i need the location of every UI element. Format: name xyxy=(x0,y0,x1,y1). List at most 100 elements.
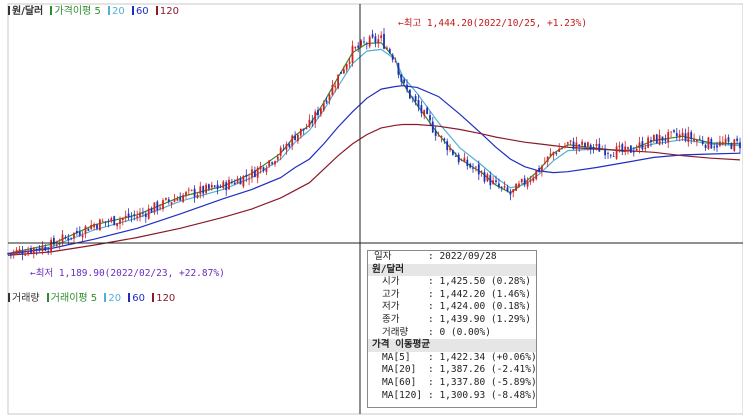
candle xyxy=(139,208,141,222)
candle-body xyxy=(739,142,741,149)
candle-body xyxy=(228,179,230,190)
candle-body xyxy=(256,167,259,178)
candle xyxy=(724,134,727,147)
candle xyxy=(707,136,710,150)
volume-ma-60: 60 xyxy=(132,293,146,304)
candle xyxy=(414,94,417,106)
candle-body xyxy=(30,248,32,253)
candle-body xyxy=(354,47,357,49)
candle xyxy=(736,135,738,144)
candle-body xyxy=(417,100,420,107)
candle-body xyxy=(638,142,641,148)
candle xyxy=(343,65,345,75)
candle xyxy=(176,196,179,201)
low-annotation: ←최저 1,189.90(2022/02/23, +22.87%) xyxy=(30,268,225,279)
candle xyxy=(426,106,428,115)
candle xyxy=(446,138,449,156)
candle xyxy=(400,74,403,86)
candle-body xyxy=(325,100,328,103)
candle xyxy=(196,192,199,199)
candle-body xyxy=(564,145,566,148)
candle xyxy=(506,184,509,193)
candle-body xyxy=(483,172,486,182)
candle xyxy=(331,80,334,96)
candle-body xyxy=(710,139,713,149)
price-ma-60: 60 xyxy=(135,6,149,17)
candle-body xyxy=(294,135,296,141)
candle-body xyxy=(690,132,693,140)
candle-body xyxy=(523,178,526,185)
candle-body xyxy=(331,84,334,96)
candle-body xyxy=(503,186,506,188)
candle-body xyxy=(716,145,718,148)
candle-body xyxy=(190,189,193,191)
candle xyxy=(739,137,741,154)
candle-body xyxy=(121,218,124,221)
candle xyxy=(156,200,159,215)
candle-body xyxy=(452,150,454,155)
candle-body xyxy=(357,45,360,48)
candle-body xyxy=(162,200,164,210)
candle xyxy=(383,28,385,50)
candle xyxy=(733,138,736,152)
candle-body xyxy=(58,243,61,245)
candle xyxy=(552,151,555,161)
candle-body xyxy=(543,162,546,164)
candle xyxy=(575,136,578,155)
candle-body xyxy=(90,225,93,230)
candle-body xyxy=(199,186,202,195)
candle xyxy=(259,161,262,174)
candle xyxy=(15,247,18,255)
candle xyxy=(693,133,695,143)
candle xyxy=(365,41,368,50)
candle xyxy=(268,159,271,168)
candle xyxy=(509,189,512,201)
candle xyxy=(472,163,474,173)
candle xyxy=(374,33,377,48)
candle-body xyxy=(239,178,242,185)
candle xyxy=(386,45,388,50)
candle-body xyxy=(587,142,589,147)
candle-body xyxy=(196,194,199,198)
candle-body xyxy=(245,174,248,177)
candle xyxy=(199,181,202,199)
candle xyxy=(566,141,569,148)
candle xyxy=(254,166,256,178)
candle xyxy=(730,142,733,150)
candle xyxy=(701,136,704,146)
candle-body xyxy=(136,216,139,218)
candle-body xyxy=(127,213,130,218)
candle-body xyxy=(558,148,561,152)
candle xyxy=(564,142,566,149)
candle xyxy=(624,140,627,156)
candle-body xyxy=(414,96,417,102)
candle-body xyxy=(641,141,644,150)
candle xyxy=(159,204,161,211)
candle xyxy=(569,140,572,146)
candle xyxy=(675,127,678,141)
candle xyxy=(314,109,317,129)
candle-body xyxy=(236,178,239,184)
candle-body xyxy=(598,143,601,152)
candle xyxy=(658,129,661,146)
candle-body xyxy=(208,184,210,189)
candle-body xyxy=(173,199,176,202)
candle-body xyxy=(348,61,351,64)
candle xyxy=(288,141,291,149)
candle-body xyxy=(216,184,219,189)
candle xyxy=(76,227,78,236)
candle-body xyxy=(12,251,15,255)
tooltip-ma20-row: MA[20]: 1,387.26 (-2.41%) xyxy=(382,364,537,376)
ma5-color-mark xyxy=(50,6,53,15)
candle-body xyxy=(53,238,55,245)
candle xyxy=(377,34,380,48)
candle xyxy=(678,129,681,142)
candle-body xyxy=(555,152,558,154)
candle xyxy=(423,109,426,120)
candle-body xyxy=(110,218,113,222)
candle-body xyxy=(581,141,583,145)
candle xyxy=(127,208,130,221)
candle xyxy=(153,202,156,215)
candle-body xyxy=(73,232,75,239)
